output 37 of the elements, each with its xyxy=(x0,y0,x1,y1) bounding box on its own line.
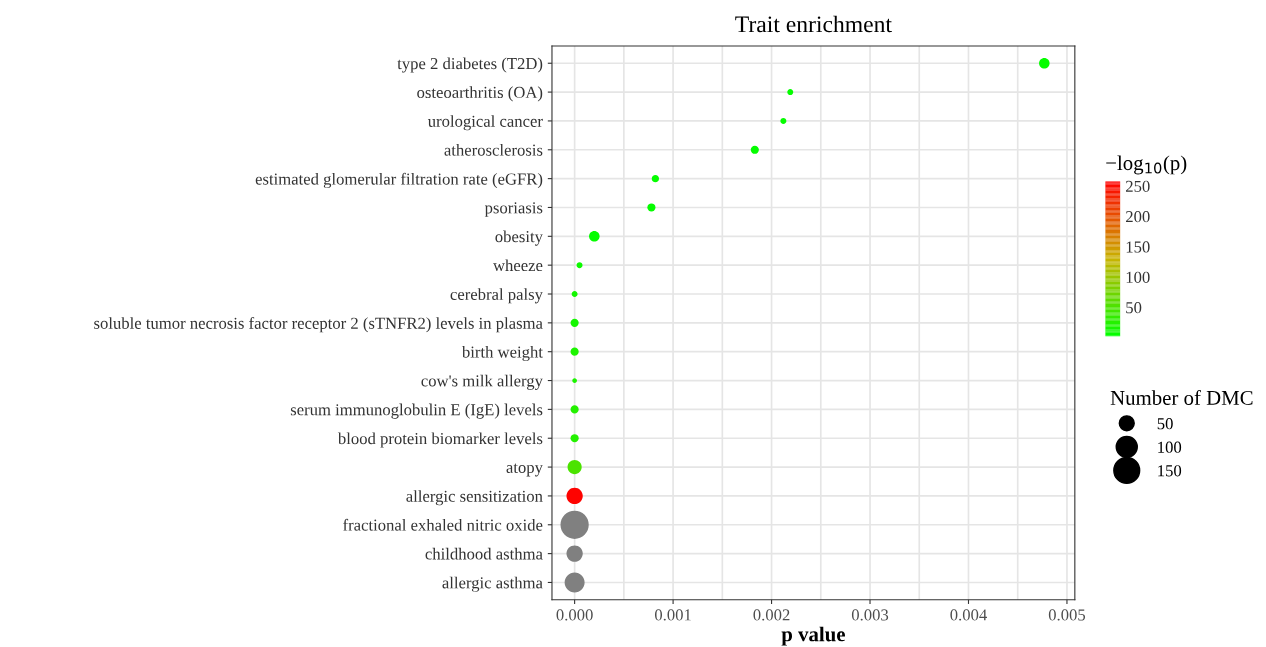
y-tick-label: psoriasis xyxy=(484,202,543,217)
y-tick-label: serum immunoglobulin E (IgE) levels xyxy=(290,403,543,419)
y-tick-label: blood protein biomarker levels xyxy=(337,432,543,448)
y-tick-label: fractional exhaled nitric oxide xyxy=(343,518,543,531)
y-tick-label: urological cancer xyxy=(427,115,543,131)
color-bar-label: 150 xyxy=(1126,241,1150,253)
y-tick-label: allergic asthma xyxy=(442,576,543,592)
y-tick-label: soluble tumor necrosis factor receptor 2 (sTNFR2) levels in plasma xyxy=(94,316,543,333)
y-tick-label: estimated glomerular filtration rate (eGFR) xyxy=(255,172,543,189)
chart-title: Trait enrichment xyxy=(735,15,892,33)
y-tick-label: atopy xyxy=(506,463,543,477)
y-tick-label: cow's milk allergy xyxy=(421,374,543,390)
x-tick-label: 0.003 xyxy=(851,609,889,621)
legend-title: Number of DMC xyxy=(1110,390,1253,405)
legend-label: 150 xyxy=(1158,465,1182,477)
y-tick-label: birth weight xyxy=(461,345,543,362)
y-tick-label: atherosclerosis xyxy=(444,144,543,156)
color-bar-label: 100 xyxy=(1126,271,1150,283)
y-tick-label: childhood asthma xyxy=(425,547,543,560)
x-tick-label: 0.001 xyxy=(654,609,691,621)
y-tick-label: osteoarthritis (OA) xyxy=(417,86,543,102)
y-tick-label: type 2 diabetes (T2D) xyxy=(397,57,543,73)
legend-label: 100 xyxy=(1158,441,1182,453)
color-bar-title: −log$_{10}$(p) xyxy=(1106,155,1187,175)
y-tick-label: wheeze xyxy=(493,259,543,272)
y-tick-label: cerebral palsy xyxy=(450,288,543,304)
y-tick-label: allergic sensitization xyxy=(406,490,543,506)
y-tick-label: obesity xyxy=(495,230,543,246)
color-bar-label: 200 xyxy=(1126,211,1150,223)
x-tick-label: 0.005 xyxy=(1048,609,1086,621)
x-tick-label: 0.002 xyxy=(753,609,790,621)
x-axis-title: p value xyxy=(781,626,845,646)
x-tick-label: 0.004 xyxy=(950,609,987,621)
legend-label: 50 xyxy=(1157,418,1173,430)
color-bar-label: 250 xyxy=(1126,180,1150,192)
color-bar-label: 50 xyxy=(1126,302,1142,314)
x-tick-label: 0.000 xyxy=(556,609,593,621)
